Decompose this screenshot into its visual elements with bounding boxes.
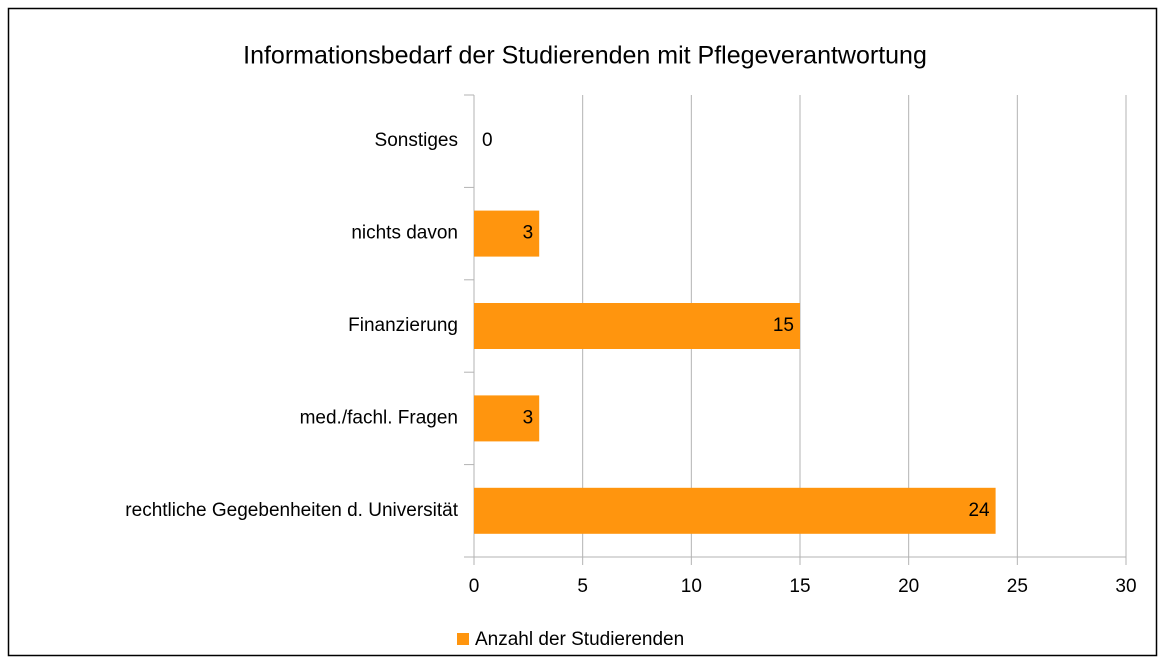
x-tick-label: 0 xyxy=(469,576,480,597)
legend-swatch xyxy=(457,633,469,645)
y-tick-label: med./fachl. Fragen xyxy=(300,407,458,428)
chart-title: Informationsbedarf der Studierenden mit … xyxy=(243,42,927,70)
data-label: 24 xyxy=(968,500,990,521)
x-tick-label: 20 xyxy=(898,576,919,597)
data-label: 15 xyxy=(773,315,794,336)
y-tick-label: Sonstiges xyxy=(375,130,458,151)
bar xyxy=(474,487,996,534)
bar xyxy=(474,395,540,442)
x-tick-label: 25 xyxy=(1007,576,1028,597)
bar xyxy=(474,210,540,257)
data-label: 3 xyxy=(523,407,534,428)
y-tick-label: nichts davon xyxy=(351,223,458,244)
data-label: 3 xyxy=(523,223,534,244)
bar xyxy=(474,303,800,349)
legend-label: Anzahl der Studierenden xyxy=(475,629,684,650)
x-tick-label: 15 xyxy=(789,576,810,597)
data-label: 0 xyxy=(482,130,493,151)
x-tick-label: 5 xyxy=(577,576,588,597)
x-tick-label: 30 xyxy=(1115,576,1136,597)
y-tick-label: Finanzierung xyxy=(348,315,458,336)
y-tick-label: rechtliche Gegebenheiten d. Universität xyxy=(125,500,458,521)
x-tick-label: 10 xyxy=(681,576,702,597)
